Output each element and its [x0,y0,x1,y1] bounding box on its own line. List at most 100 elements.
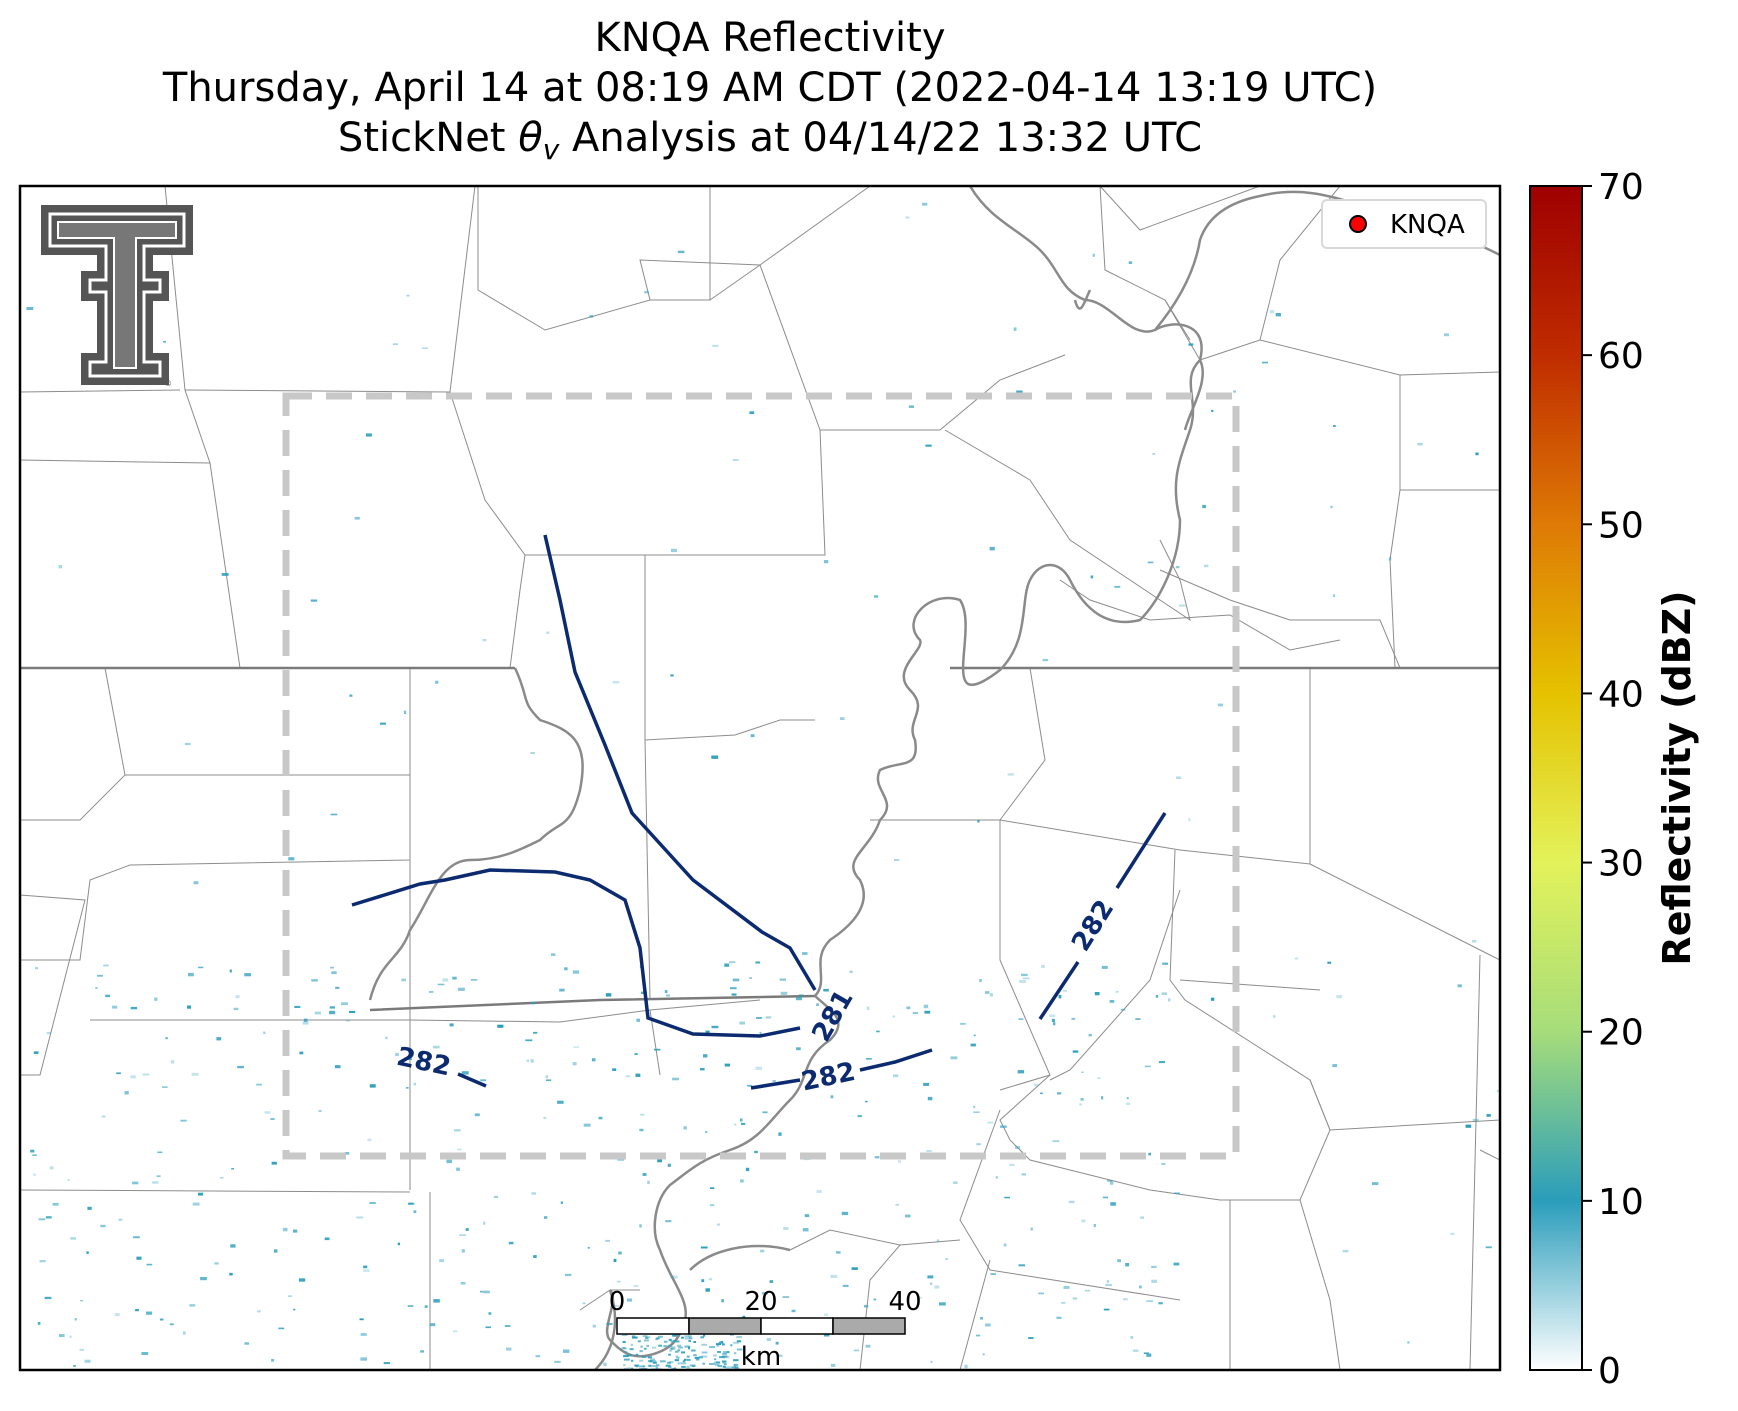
echo-pixel [950,1056,958,1060]
map-analysis-subtitle: StickNet θv Analysis at 04/14/22 13:32 U… [0,114,1540,174]
echo-pixel [156,1175,161,1178]
echo-pixel [721,1343,725,1346]
echo-pixel [1330,505,1333,509]
echo-pixel [1233,390,1236,393]
echo-pixel [724,963,730,967]
echo-pixel [318,1109,322,1112]
echo-pixel [804,1214,810,1218]
echo-pixel [745,1167,750,1172]
echo-pixel [1152,453,1156,455]
contour-281-west [351,868,801,1038]
echo-pixel [1101,1096,1104,1100]
echo-pixel [650,1360,656,1363]
echo-pixel [183,1331,186,1335]
echo-pixel [693,1354,697,1357]
echo-pixel [35,967,38,970]
echo-pixel [141,1352,149,1355]
echo-pixel [219,1177,224,1179]
echo-pixel [1013,327,1017,331]
echo-pixel [424,1305,428,1308]
echo-pixel [103,964,109,967]
echo-pixel [288,1295,293,1297]
echo-pixel [621,1334,628,1336]
echo-pixel [142,1073,150,1076]
echo-pixel [687,1358,691,1361]
echo-pixel [973,1105,976,1109]
echo-pixel [229,1272,233,1276]
echo-pixel [135,1309,139,1312]
echo-pixel [908,405,914,408]
echo-pixel [676,1356,680,1359]
echo-pixel [1372,1182,1379,1186]
echo-pixel [546,631,550,634]
echo-pixel [406,294,410,297]
echo-pixel [684,1345,691,1348]
echo-pixel [977,819,980,823]
contour-282-south-east [859,1048,933,1072]
echo-pixel [1068,1200,1075,1204]
echo-pixel [1161,1163,1166,1165]
echo-pixel [1162,962,1168,965]
echo-pixel [652,1361,657,1364]
echo-pixel [288,857,295,861]
echo-pixel [755,1017,763,1019]
echo-pixel [616,1280,621,1283]
colorbar-gradient [1529,185,1583,1371]
echo-pixel [695,1358,700,1361]
echo-pixel [733,1341,739,1344]
echo-pixel [973,1111,980,1113]
echo-pixel [927,1096,933,1101]
echo-pixel [668,1353,671,1356]
echo-pixel [1407,1341,1410,1344]
echo-pixel [640,1113,645,1116]
echo-pixel [401,978,406,982]
echo-pixel [970,1043,976,1047]
echo-pixel [623,1350,628,1353]
echo-pixel [564,967,568,971]
echo-pixel [622,1341,626,1343]
echo-pixel [329,1010,336,1015]
echo-pixel [1081,1071,1084,1073]
echo-pixel [721,1299,724,1303]
colorbar: 0 10 20 30 40 50 60 70 Reflectivity (dBZ) [1529,167,1699,1392]
echo-pixel [545,1079,552,1082]
echo-pixel [893,1074,899,1078]
colorbar-tick-label: 60 [1598,336,1644,377]
echo-pixel [895,1204,899,1206]
echo-pixel [360,1357,368,1361]
echo-pixel [100,1224,106,1228]
echo-pixel [583,1123,591,1127]
echo-pixel [625,1075,631,1078]
echo-pixel [930,1360,933,1363]
echo-pixel [49,1166,54,1170]
echo-pixel [69,1335,72,1338]
echo-pixel [1061,1301,1066,1304]
colorbar-tick-label: 40 [1598,674,1644,715]
echo-pixel [640,1345,643,1348]
echo-pixel [1333,594,1336,597]
echo-pixel [631,1367,634,1370]
echo-pixel [74,1318,77,1321]
echo-pixel [1101,965,1108,969]
echo-pixel [1417,442,1423,446]
echo-pixel [642,1365,646,1368]
echo-pixel [892,1015,895,1018]
analysis-suffix: Analysis at 04/14/22 13:32 UTC [559,115,1203,161]
echo-pixel [874,1156,880,1159]
echo-pixel [960,1022,966,1025]
echo-pixel [413,1210,417,1213]
echo-pixel [672,1334,677,1337]
echo-pixel [39,1260,46,1263]
echo-pixel [1088,1033,1092,1037]
echo-pixel [648,1364,652,1367]
echo-pixel [367,1138,372,1142]
echo-pixel [231,1168,234,1170]
echo-pixel [765,1016,772,1019]
echo-pixel [761,1292,769,1295]
echo-pixel [497,1024,504,1028]
echo-pixel [1125,1263,1130,1267]
echo-pixel [816,1003,819,1006]
echo-pixel [681,1336,684,1339]
echo-pixel [733,1359,739,1362]
echo-pixel [700,1336,704,1339]
